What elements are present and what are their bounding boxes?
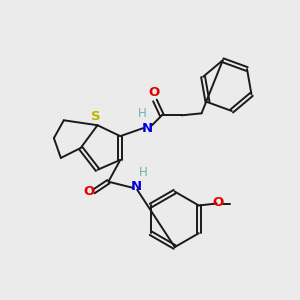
Text: O: O [148,86,160,99]
Text: O: O [212,196,223,209]
Text: N: N [130,180,142,193]
Text: O: O [83,185,94,198]
Text: N: N [142,122,153,135]
Text: S: S [91,110,100,123]
Text: H: H [138,107,146,120]
Text: H: H [139,166,147,179]
